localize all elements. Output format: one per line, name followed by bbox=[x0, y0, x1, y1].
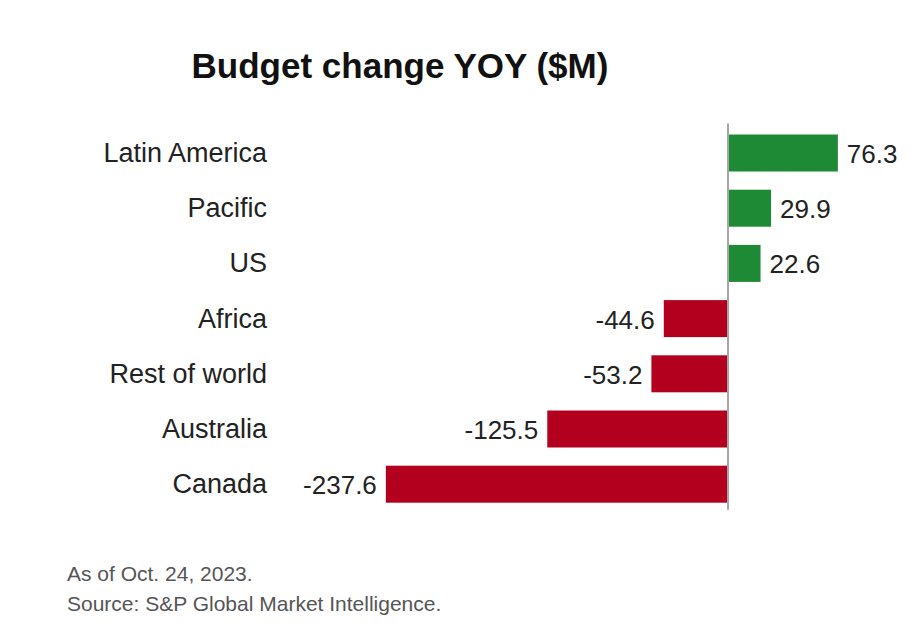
category-label: Rest of world bbox=[109, 359, 267, 389]
footnote: As of Oct. 24, 2023. bbox=[67, 562, 253, 585]
category-label: Africa bbox=[198, 304, 268, 334]
category-label: Australia bbox=[162, 414, 268, 444]
category-label: US bbox=[229, 248, 267, 278]
data-label: 22.6 bbox=[770, 249, 821, 279]
baseline bbox=[727, 123, 729, 509]
chart-container: Budget change YOY ($M) Latin America 76.3 P… bbox=[0, 0, 922, 643]
data-label: -237.6 bbox=[303, 470, 377, 500]
bar bbox=[728, 245, 761, 282]
bar bbox=[386, 466, 728, 503]
labels: Latin America 76.3 Pacific 29.9 US 22.6 Africa… bbox=[103, 138, 897, 500]
bar bbox=[664, 300, 728, 337]
bars bbox=[386, 135, 838, 503]
bar bbox=[547, 411, 728, 448]
category-label: Pacific bbox=[187, 193, 267, 223]
data-label: 76.3 bbox=[847, 139, 898, 169]
data-label: -53.2 bbox=[583, 360, 642, 390]
chart-svg: Budget change YOY ($M) Latin America 76.3 P… bbox=[0, 0, 922, 643]
bar bbox=[651, 355, 728, 392]
bar bbox=[728, 190, 771, 227]
category-label: Latin America bbox=[103, 138, 268, 168]
data-label: -125.5 bbox=[465, 415, 539, 445]
bar bbox=[728, 135, 838, 172]
chart-title: Budget change YOY ($M) bbox=[192, 46, 609, 85]
category-label: Canada bbox=[172, 469, 268, 499]
data-label: -44.6 bbox=[596, 305, 655, 335]
source-note: Source: S&P Global Market Intelligence. bbox=[67, 592, 441, 615]
data-label: 29.9 bbox=[780, 194, 831, 224]
